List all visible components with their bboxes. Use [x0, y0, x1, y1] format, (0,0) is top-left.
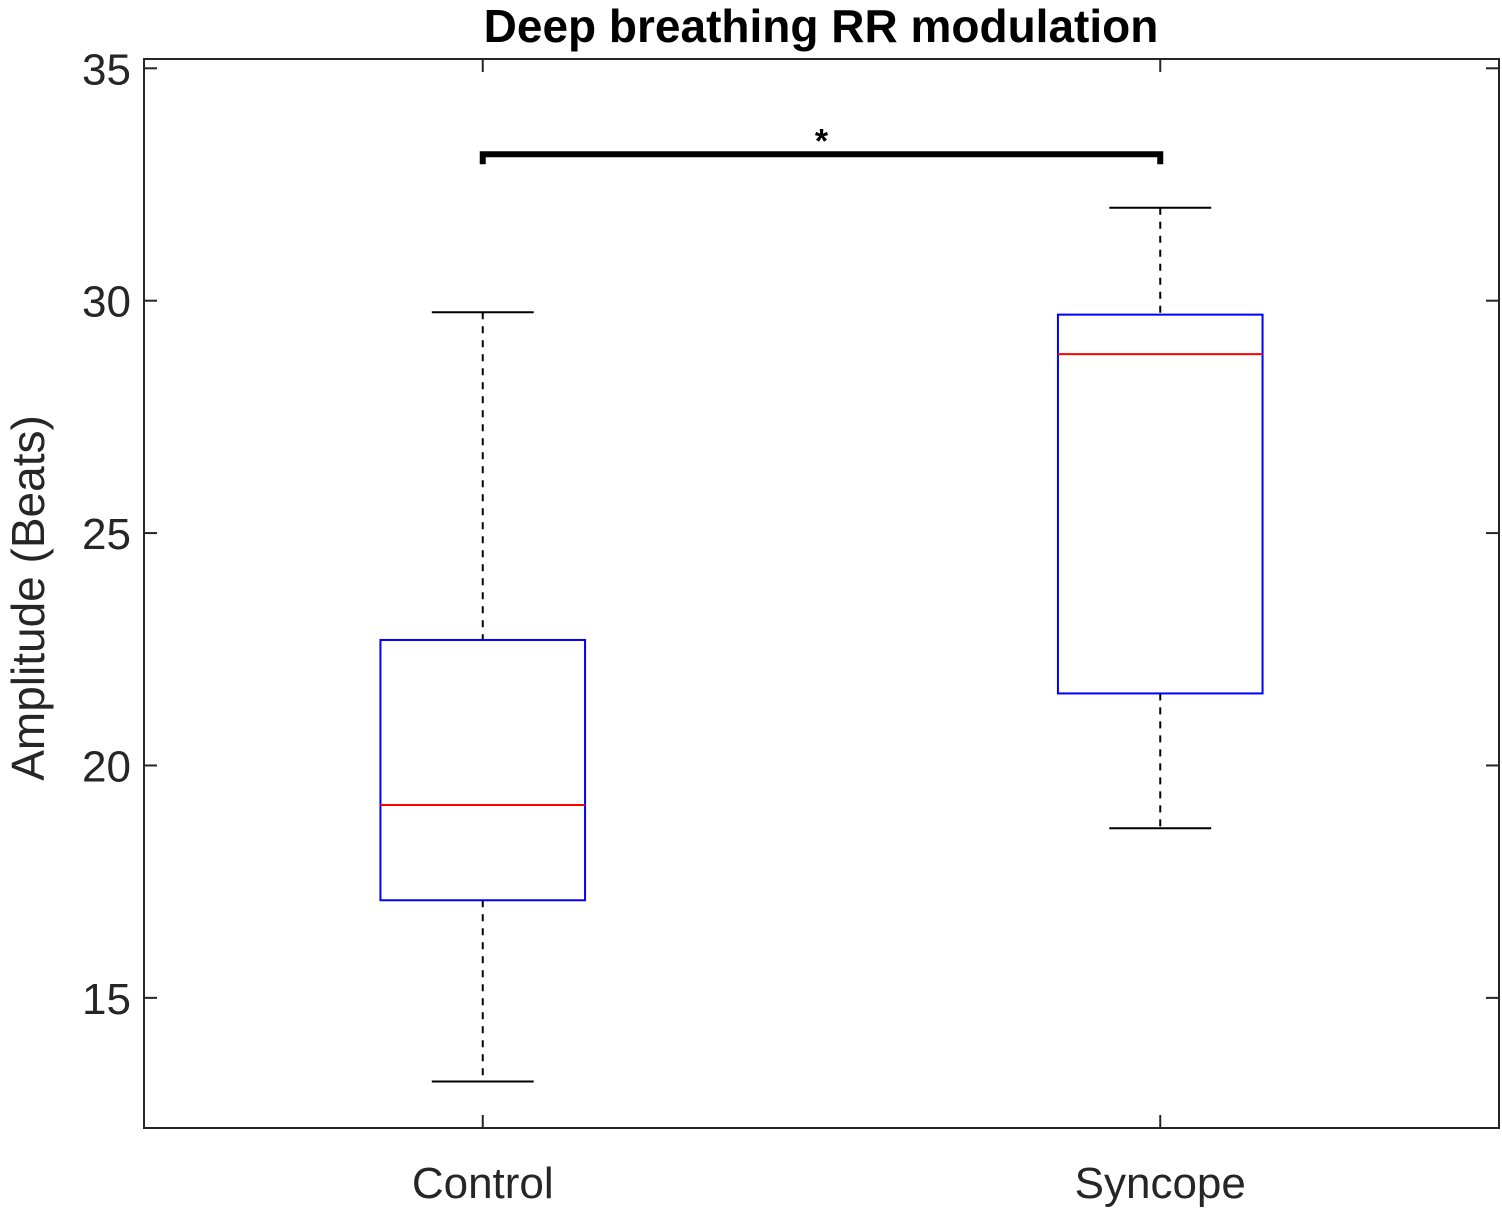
- y-tick-label-30: 30: [82, 278, 131, 327]
- x-tick-label-control: Control: [412, 1159, 554, 1208]
- x-tick-label-syncope: Syncope: [1075, 1159, 1246, 1208]
- y-tick-label-35: 35: [82, 45, 131, 94]
- significance-bracket: [479, 151, 1164, 165]
- chart-title: Deep breathing RR modulation: [484, 0, 1159, 52]
- plot-area: 15 20 25 30 35 Control Syncope *: [82, 45, 1499, 1208]
- significance-marker: *: [815, 122, 829, 160]
- y-tick-label-25: 25: [82, 510, 131, 559]
- axes-frame: [143, 58, 1500, 1129]
- y-tick-label-15: 15: [82, 975, 131, 1024]
- y-tick-label-20: 20: [82, 742, 131, 791]
- syncope-box: [1056, 313, 1264, 695]
- y-axis-label: Amplitude (Beats): [2, 415, 54, 781]
- control-box: [379, 638, 587, 902]
